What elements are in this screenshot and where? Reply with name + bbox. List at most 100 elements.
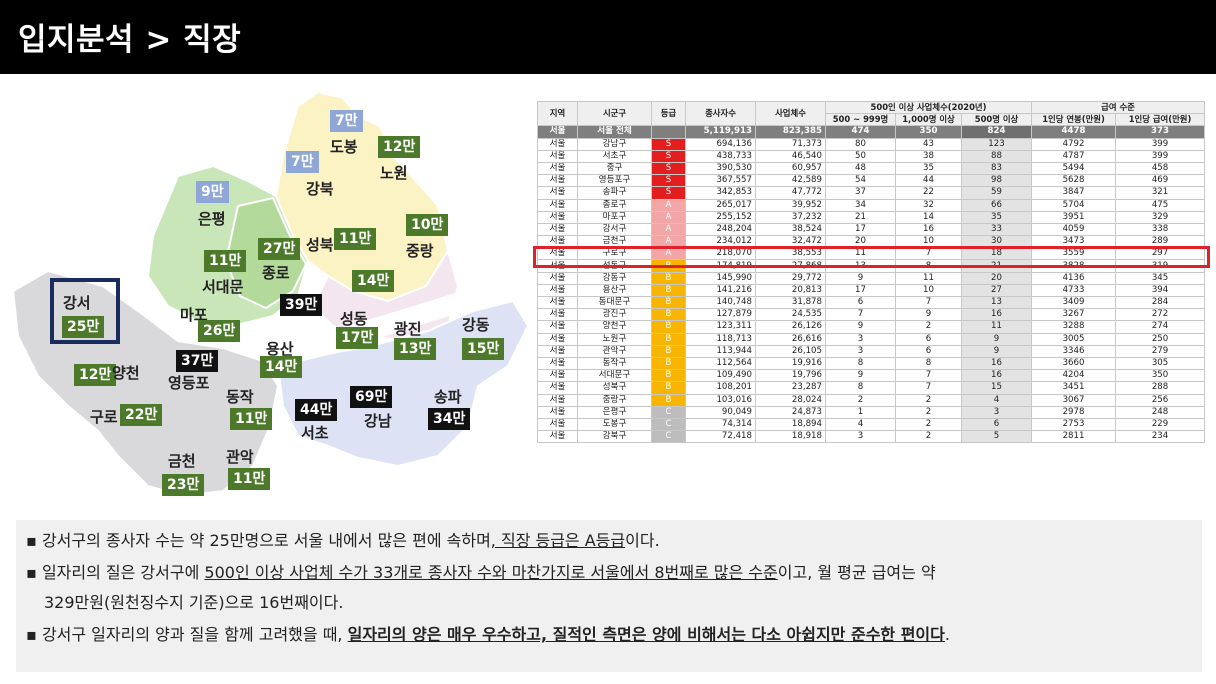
gangseo-highlight-box [50, 278, 120, 344]
table-cell: 2 [895, 417, 962, 432]
district-label-gangseo: 강서 [63, 294, 91, 312]
table-cell: 2 [895, 430, 962, 444]
seoul-district-map: 7만 도봉 12만 노원 7만 강북 9만 은평 성북 11만 10만 중랑 2… [8, 86, 530, 506]
district-count-guro: 22만 [120, 404, 163, 426]
table-cell: 양천구 [577, 320, 652, 334]
table-cell: 218,070 [685, 247, 756, 261]
table-cell: 5628 [1031, 174, 1117, 188]
table-cell: 289 [1115, 235, 1206, 249]
district-label-gangbuk: 강북 [306, 180, 334, 198]
table-cell: 33 [960, 222, 1033, 237]
table-cell: 140,748 [685, 295, 756, 310]
header-group-pay: 급여 수준 [1031, 100, 1206, 115]
district-label-guro: 구로 [90, 408, 118, 426]
table-cell: 송파구 [577, 186, 652, 200]
district-count-gwangjin: 13만 [394, 338, 437, 360]
table-cell: 중구 [577, 161, 652, 176]
table-cell: 8 [895, 259, 962, 273]
table-cell: 15 [960, 381, 1033, 395]
table-cell: 279 [1115, 344, 1206, 358]
table-cell: 20 [825, 235, 896, 249]
table-cell: 367,557 [685, 174, 756, 188]
table-cell: 강서구 [577, 222, 652, 237]
header-grade: 등급 [651, 100, 686, 127]
table-cell: 394 [1115, 283, 1206, 298]
table-cell: 광진구 [577, 308, 652, 322]
table-cell: 399 [1115, 137, 1206, 151]
table-cell: 서울 [537, 271, 578, 285]
table-cell: 27 [960, 283, 1033, 298]
table-cell: 2753 [1031, 417, 1117, 432]
table-cell: 2 [825, 393, 896, 407]
district-count-yangcheon: 12만 [74, 364, 117, 386]
table-cell: 3 [960, 405, 1033, 419]
table-cell: 3409 [1031, 295, 1117, 310]
table-cell: 350 [895, 125, 962, 139]
table-cell: 18 [960, 247, 1033, 261]
table-row-total: 서울 서울 전체 5,119,913 823,385 474 350 824 4… [537, 125, 1206, 139]
table-cell: 88 [960, 149, 1033, 163]
table-cell: 동작구 [577, 356, 652, 371]
table-row: 서울 서초구 S 438,733 46,540 50 38 88 4787 399 [537, 149, 1206, 163]
table-cell: 27,868 [755, 259, 826, 273]
table-cell: 7 [895, 369, 962, 383]
table-cell: 서울 [537, 210, 578, 224]
table-cell: 2978 [1031, 405, 1117, 419]
table-cell: 127,879 [685, 308, 756, 322]
table-cell: 174,819 [685, 259, 756, 273]
table-cell: 도봉구 [577, 417, 652, 432]
table-cell: 9 [960, 332, 1033, 346]
table-row: 서울 성동구 B 174,819 27,868 13 8 21 3828 319 [537, 259, 1206, 273]
table-row: 서울 도봉구 C 74,314 18,894 4 2 6 2753 229 [537, 417, 1206, 432]
table-cell: 28,024 [755, 393, 826, 407]
table-cell: 305 [1115, 356, 1206, 371]
table-cell: 26,105 [755, 344, 826, 358]
district-label-gwanak: 관악 [226, 448, 254, 466]
table-cell: B [651, 320, 686, 334]
table-cell: 8 [825, 381, 896, 395]
table-cell: 서울 [537, 308, 578, 322]
table-cell: 3660 [1031, 356, 1117, 371]
table-cell: 59 [960, 186, 1033, 200]
table-row: 서울 영등포구 S 367,557 42,589 54 44 98 5628 469 [537, 174, 1206, 188]
table-cell: 37,232 [755, 210, 826, 224]
table-cell: 3067 [1031, 393, 1117, 407]
table-cell: 390,530 [685, 161, 756, 176]
table-row: 서울 동대문구 B 140,748 31,878 6 7 13 3409 284 [537, 295, 1206, 310]
table-cell: 마포구 [577, 210, 652, 224]
table-cell: 서울 [537, 198, 578, 212]
table-row: 서울 금천구 A 234,012 32,472 20 10 30 3473 289 [537, 235, 1206, 249]
table-cell: 4792 [1031, 137, 1117, 151]
district-count-eunpyeong: 9만 [196, 181, 229, 203]
note-3-end: . [944, 625, 950, 644]
table-cell: 3828 [1031, 259, 1117, 273]
table-cell: 서대문구 [577, 369, 652, 383]
table-cell: S [651, 161, 686, 176]
table-cell: 35 [895, 161, 962, 176]
table-cell: 21 [825, 210, 896, 224]
table-cell: C [651, 430, 686, 444]
district-count-gangnam: 69만 [350, 386, 393, 408]
note-3: ▪ 강서구 일자리의 양과 질을 함께 고려했을 때, 일자리의 양은 매우 우… [26, 625, 950, 644]
table-cell: 9 [825, 271, 896, 285]
table-cell: 4 [825, 417, 896, 432]
table-cell: 265,017 [685, 198, 756, 212]
table-cell: 255,152 [685, 210, 756, 224]
table-cell: B [651, 295, 686, 310]
table-cell: 4059 [1031, 222, 1117, 237]
table-cell: 서울 [537, 161, 578, 176]
table-cell: 서울 [537, 295, 578, 310]
table-row: 서울 양천구 B 123,311 26,126 9 2 11 3288 274 [537, 320, 1206, 334]
table-cell: 50 [825, 149, 896, 163]
district-count-jungnang: 10만 [406, 214, 449, 236]
table-cell: 38 [895, 149, 962, 163]
table-row: 서울 강남구 S 694,136 71,373 80 43 123 4792 399 [537, 137, 1206, 151]
note-2-underlined: 500인 이상 사업체 수가 33개로 종사자 수와 마찬가지로 서울에서 8번… [204, 563, 778, 582]
table-cell: 66 [960, 198, 1033, 212]
table-cell: 서울 [537, 283, 578, 298]
table-cell: 43 [895, 137, 962, 151]
table-cell: 38,553 [755, 247, 826, 261]
table-cell: 강북구 [577, 430, 652, 444]
district-count-mapo: 26만 [198, 320, 241, 342]
table-cell: 72,418 [685, 430, 756, 444]
